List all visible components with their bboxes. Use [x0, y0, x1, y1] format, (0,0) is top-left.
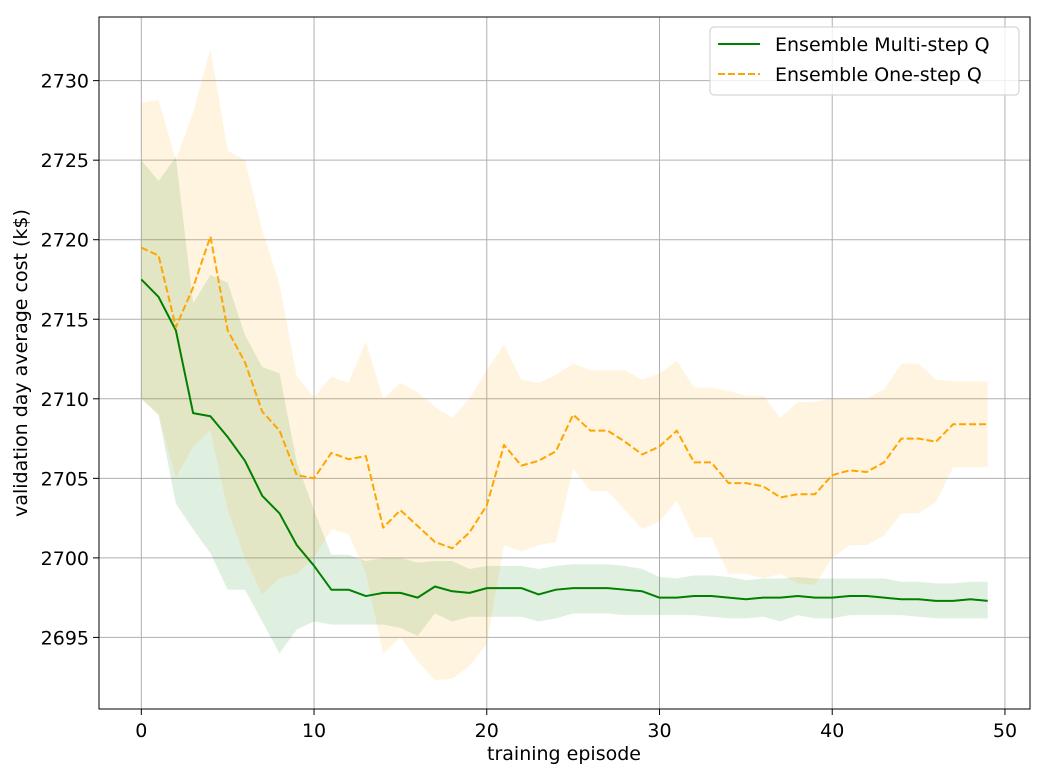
y-tick-label: 2725: [41, 150, 89, 172]
y-tick-label: 2700: [41, 548, 89, 570]
plot-background: [99, 17, 1030, 709]
x-axis-ticks: 0 10 20 30 40 50: [135, 709, 1017, 742]
y-axis-title: validation day average cost (k$): [10, 209, 32, 517]
legend-label-one-step: Ensemble One-step Q: [775, 64, 982, 86]
x-tick-label: 10: [302, 720, 326, 742]
legend-label-multi-step: Ensemble Multi-step Q: [775, 34, 990, 56]
confidence-bands: [141, 48, 988, 681]
y-axis-ticks: 2695 2700 2705 2710 2715 2720 2725 2730: [41, 71, 99, 649]
series-line-multi-step: [140, 278, 988, 602]
y-tick-label: 2720: [41, 230, 89, 252]
x-axis-title: training episode: [487, 743, 641, 765]
series-lines: [140, 235, 988, 602]
band-one-step: [141, 48, 988, 681]
x-tick-label: 50: [993, 720, 1017, 742]
plot-frame: [98, 16, 1031, 710]
x-tick-label: 30: [647, 720, 671, 742]
series-line-one-step: [140, 235, 988, 550]
y-tick-label: 2710: [41, 389, 89, 411]
y-tick-label: 2705: [41, 468, 89, 490]
x-tick-label: 20: [475, 720, 499, 742]
y-tick-label: 2730: [41, 71, 89, 93]
x-tick-label: 0: [135, 720, 147, 742]
y-tick-label: 2715: [41, 309, 89, 331]
legend-box: [709, 26, 1020, 96]
x-tick-label: 40: [820, 720, 844, 742]
y-tick-label: 2695: [41, 627, 89, 649]
legend: Ensemble Multi-step Q Ensemble One-step …: [709, 26, 1020, 96]
band-multi-step: [141, 156, 988, 654]
